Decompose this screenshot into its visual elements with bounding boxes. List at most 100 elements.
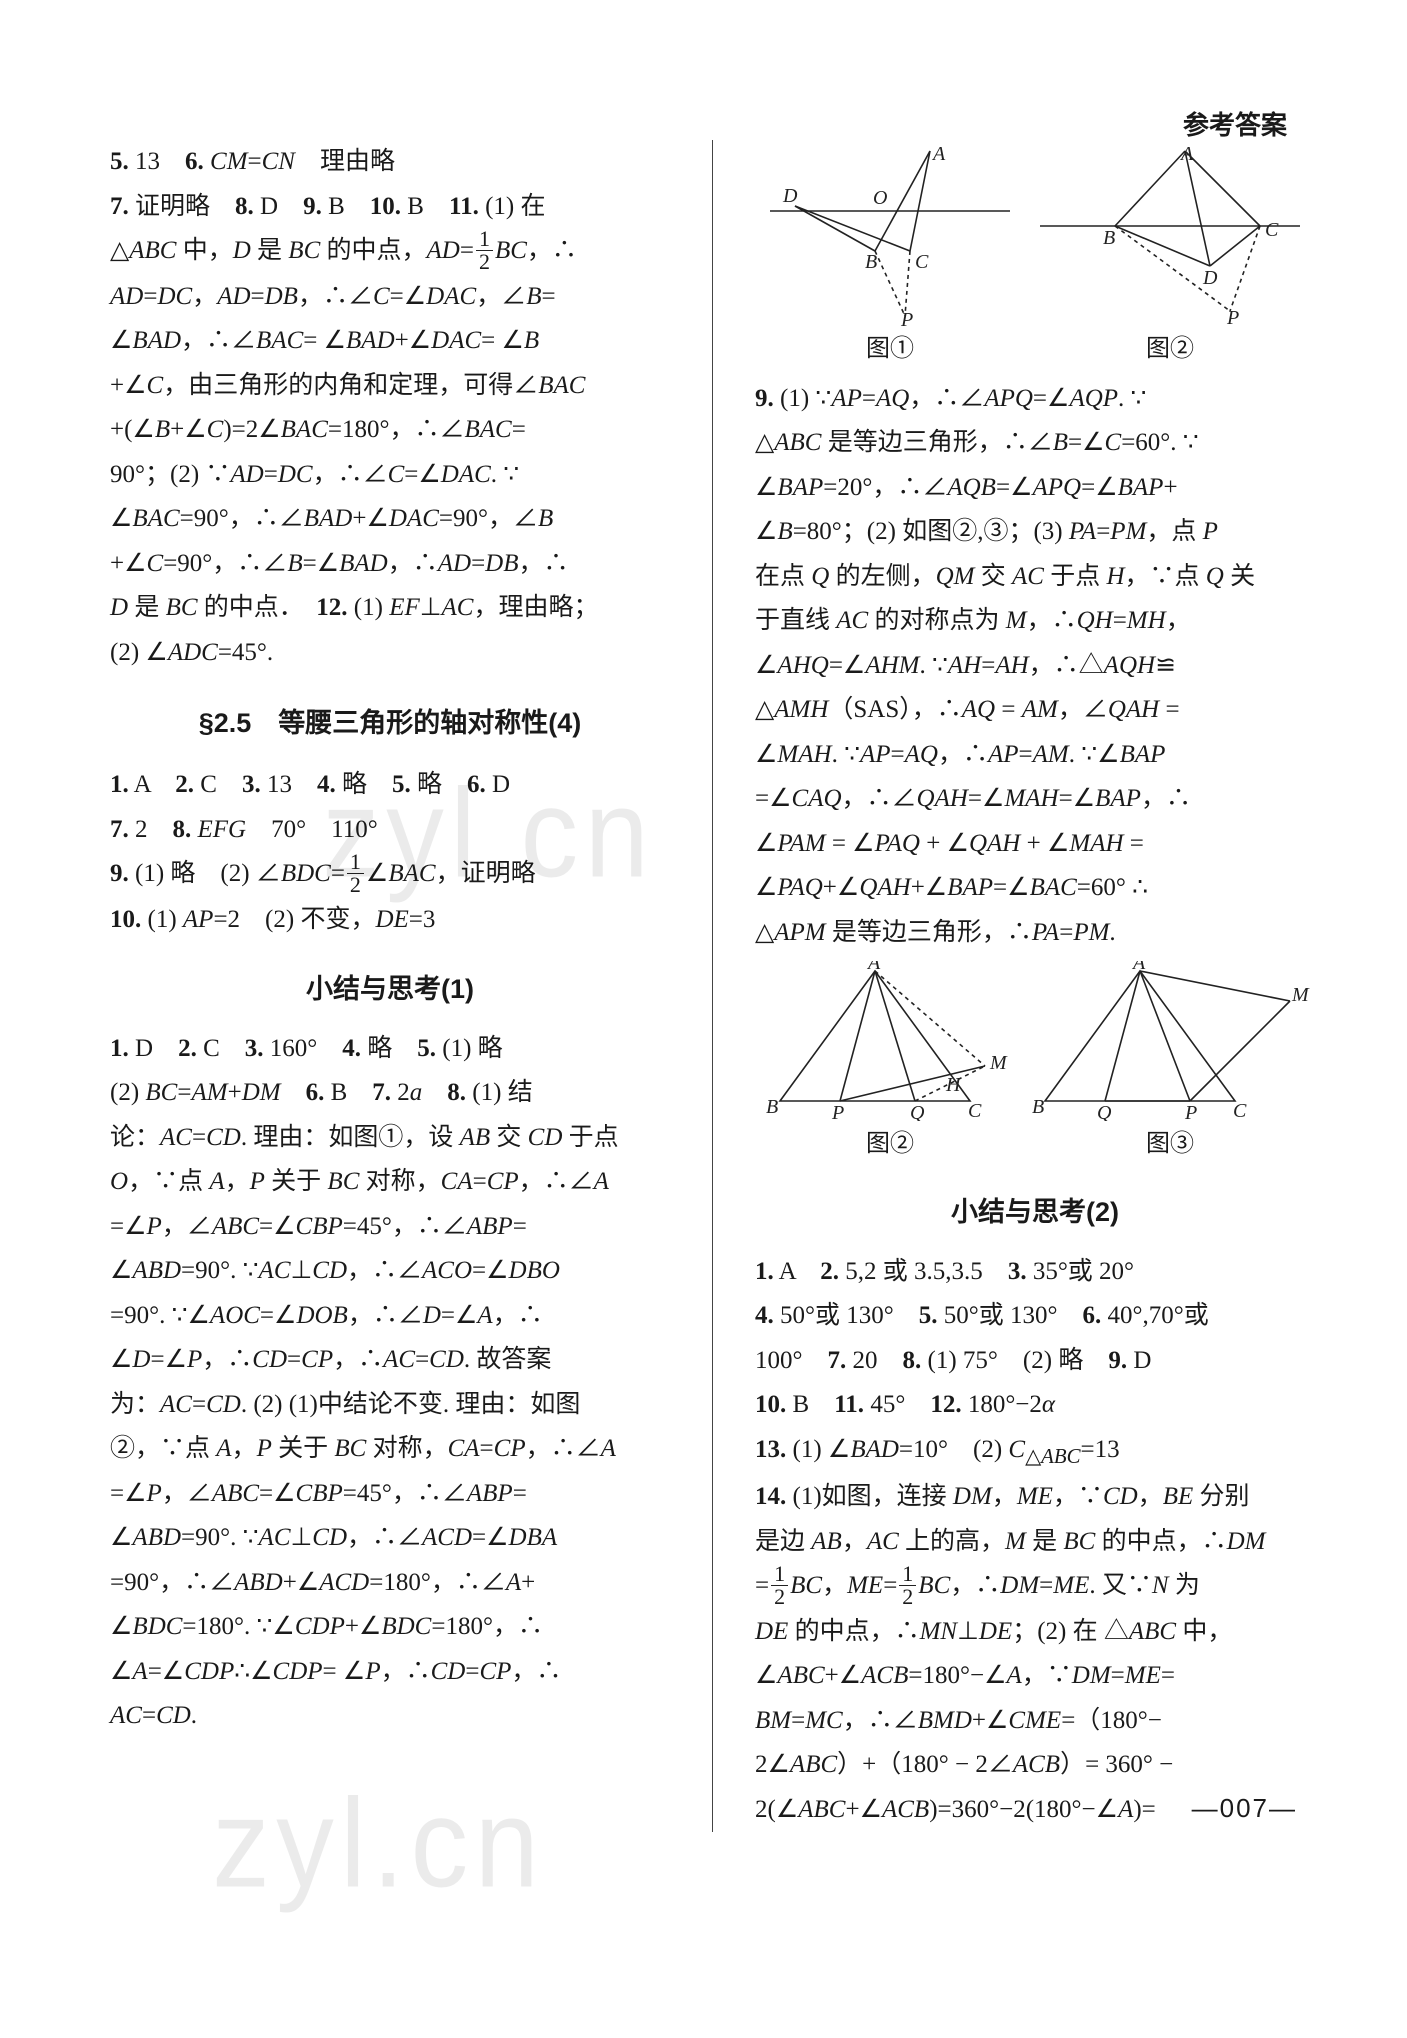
fig4-label-Q: Q (1097, 1102, 1112, 1121)
answer-line: =90°，∴∠ABD+∠ACD=180°，∴∠A+ (110, 1561, 670, 1606)
answer-line: =12BC，ME=12BC，∴DM=ME. 又∵N 为 (755, 1564, 1315, 1610)
answer-line: 在点 Q 的左侧，QM 交 AC 于点 H，∵点 Q 关 (755, 555, 1315, 600)
answer-line: ∠B=80°；(2) 如图②,③；(3) PA=PM，点 P (755, 510, 1315, 555)
figure-pair-1: A B C D O P 图① (755, 146, 1315, 371)
answer-line: 论：AC=CD. 理由：如图①，设 AB 交 CD 于点 (110, 1116, 670, 1161)
fig4-label-P: P (1184, 1102, 1197, 1121)
summary-2-answers: 1. A 2. 5,2 或 3.5,3.5 3. 35°或 20°4. 50°或… (755, 1250, 1315, 1832)
answer-line: △APM 是等边三角形，∴PA=PM. (755, 911, 1315, 956)
answer-line: =∠P，∠ABC=∠CBP=45°，∴∠ABP= (110, 1205, 670, 1250)
answer-line: O，∵点 A，P 关于 BC 对称，CA=CP，∴∠A (110, 1160, 670, 1205)
fig3-label-C: C (968, 1100, 982, 1121)
figure-3: A B C P Q M H 图② (760, 961, 1020, 1166)
answer-line: ∠BAD，∴∠BAC= ∠BAD+∠DAC= ∠B (110, 319, 670, 364)
answer-line: =90°. ∵∠AOC=∠DOB，∴∠D=∠A，∴ (110, 1294, 670, 1339)
answer-line: ∠PAQ+∠QAH+∠BAP=∠BAC=60° ∴ (755, 866, 1315, 911)
answer-line: ②，∵点 A，P 关于 BC 对称，CA=CP，∴∠A (110, 1427, 670, 1472)
fig2-label-C: C (1265, 219, 1279, 241)
answer-line: 4. 50°或 130° 5. 50°或 130° 6. 40°,70°或 (755, 1294, 1315, 1339)
answer-line: 于直线 AC 的对称点为 M，∴QH=MH， (755, 599, 1315, 644)
answer-line: 14. (1)如图，连接 DM，ME，∵CD，BE 分别 (755, 1475, 1315, 1520)
section-2-5-title: §2.5 等腰三角形的轴对称性(4) (110, 699, 670, 747)
answer-line: AD=DC，AD=DB，∴∠C=∠DAC，∠B= (110, 275, 670, 320)
fig3-label-P: P (831, 1102, 844, 1121)
answer-line: AC=CD. (110, 1694, 670, 1739)
fig4-label-C: C (1233, 1100, 1247, 1121)
figure-1-caption: 图① (765, 328, 1015, 371)
column-divider (712, 140, 713, 1832)
answer-line: 100° 7. 20 8. (1) 75° (2) 略 9. D (755, 1339, 1315, 1384)
right-column: A B C D O P 图① (755, 140, 1315, 1832)
figure-2-caption: 图② (1035, 328, 1305, 371)
answer-line: DE 的中点，∴MN⊥DE；(2) 在 △ABC 中， (755, 1610, 1315, 1655)
answer-line: △ABC 是等边三角形，∴∠B=∠C=60°. ∵ (755, 421, 1315, 466)
answer-line: (2) ∠ADC=45°. (110, 631, 670, 676)
fig1-label-O: O (873, 187, 887, 209)
answer-line: +∠C=90°，∴∠B=∠BAD，∴AD=DB，∴ (110, 542, 670, 587)
answer-line: △AMH（SAS），∴AQ = AM，∠QAH = (755, 688, 1315, 733)
fig4-label-B: B (1032, 1096, 1044, 1118)
answer-line: ∠BAC=90°，∴∠BAD+∠DAC=90°，∠B (110, 497, 670, 542)
answer-line: 1. A 2. 5,2 或 3.5,3.5 3. 35°或 20° (755, 1250, 1315, 1295)
answer-line: 是边 AB，AC 上的高，M 是 BC 的中点，∴DM (755, 1520, 1315, 1565)
answer-line: ∠BDC=180°. ∵∠CDP+∠BDC=180°，∴ (110, 1605, 670, 1650)
fig2-label-P: P (1226, 307, 1239, 326)
answer-line: ∠D=∠P，∴CD=CP，∴AC=CD. 故答案 (110, 1338, 670, 1383)
answer-line: 7. 2 8. EFG 70° 110° (110, 808, 670, 853)
section-2-5-answers: 1. A 2. C 3. 13 4. 略 5. 略 6. D7. 2 8. EF… (110, 763, 670, 942)
left-column: 5. 13 6. CM=CN 理由略7. 证明略 8. D 9. B 10. B… (110, 140, 670, 1832)
figure-pair-2: A B C P Q M H 图② (755, 961, 1315, 1166)
answer-line: ∠AHQ=∠AHM. ∵AH=AH，∴△AQH≌ (755, 644, 1315, 689)
answer-line: 9. (1) 略 (2) ∠BDC=12∠BAC，证明略 (110, 852, 670, 898)
fig1-label-D: D (782, 185, 798, 207)
fig3-label-B: B (766, 1096, 778, 1118)
two-column-layout: 5. 13 6. CM=CN 理由略7. 证明略 8. D 9. B 10. B… (110, 140, 1317, 1832)
answer-line: 13. (1) ∠BAD=10° (2) C△ABC=13 (755, 1428, 1315, 1475)
figure-4-caption: 图③ (1030, 1123, 1310, 1166)
answer-line: ∠ABD=90°. ∵AC⊥CD，∴∠ACO=∠DBO (110, 1249, 670, 1294)
answer-line: 10. B 11. 45° 12. 180°−2α (755, 1383, 1315, 1428)
figure-3-caption: 图② (760, 1123, 1020, 1166)
figure-4: A B C Q P M 图③ (1030, 961, 1310, 1166)
summary-2-title: 小结与思考(2) (755, 1188, 1315, 1236)
answer-line: 1. A 2. C 3. 13 4. 略 5. 略 6. D (110, 763, 670, 808)
page-header: 参考答案 (1183, 105, 1287, 142)
page-number: —007— (1192, 1793, 1297, 1824)
summary-1-title: 小结与思考(1) (110, 965, 670, 1013)
answer-line: 为：AC=CD. (2) (1)中结论不变. 理由：如图 (110, 1383, 670, 1428)
answer-line: +∠C，由三角形的内角和定理，可得∠BAC (110, 364, 670, 409)
answer-line: 9. (1) ∵AP=AQ，∴∠APQ=∠AQP. ∵ (755, 377, 1315, 422)
answer-line: 2∠ABC）+（180° − 2∠ACB）= 360° − (755, 1743, 1315, 1788)
fig2-label-A: A (1179, 146, 1194, 165)
answer-line: 5. 13 6. CM=CN 理由略 (110, 140, 670, 185)
fig4-label-A: A (1131, 961, 1146, 974)
answer-line: ∠PAM = ∠PAQ + ∠QAH + ∠MAH = (755, 822, 1315, 867)
summary-1-answers: 1. D 2. C 3. 160° 4. 略 5. (1) 略(2) BC=AM… (110, 1027, 670, 1739)
fig1-label-P: P (900, 309, 913, 326)
answer-line: BM=MC，∴∠BMD+∠CME=（180°− (755, 1699, 1315, 1744)
answer-line: △ABC 中，D 是 BC 的中点，AD=12BC，∴ (110, 229, 670, 275)
answer-line: +(∠B+∠C)=2∠BAC=180°，∴∠BAC= (110, 408, 670, 453)
fig1-label-B: B (865, 251, 877, 273)
pre-section-answers: 5. 13 6. CM=CN 理由略7. 证明略 8. D 9. B 10. B… (110, 140, 670, 675)
q9-answer-block: 9. (1) ∵AP=AQ，∴∠APQ=∠AQP. ∵△ABC 是等边三角形，∴… (755, 377, 1315, 956)
answer-line: ∠A=∠CDP∴∠CDP= ∠P，∴CD=CP，∴ (110, 1650, 670, 1695)
answer-line: ∠ABC+∠ACB=180°−∠A，∵DM=ME= (755, 1654, 1315, 1699)
fig4-label-M: M (1291, 984, 1310, 1006)
answer-line: =∠P，∠ABC=∠CBP=45°，∴∠ABP= (110, 1472, 670, 1517)
fig2-label-D: D (1202, 267, 1218, 289)
answer-line: =∠CAQ，∴∠QAH=∠MAH=∠BAP，∴ (755, 777, 1315, 822)
answer-line: ∠ABD=90°. ∵AC⊥CD，∴∠ACD=∠DBA (110, 1516, 670, 1561)
figure-1: A B C D O P 图① (765, 146, 1015, 371)
fig3-label-H: H (945, 1074, 962, 1096)
fig3-label-M: M (989, 1052, 1008, 1074)
figure-2: A B C D P 图② (1035, 146, 1305, 371)
fig3-label-Q: Q (910, 1102, 925, 1121)
fig2-label-B: B (1103, 227, 1115, 249)
answer-line: 10. (1) AP=2 (2) 不变，DE=3 (110, 898, 670, 943)
answer-line: 90°；(2) ∵AD=DC，∴∠C=∠DAC. ∵ (110, 453, 670, 498)
answer-line: 7. 证明略 8. D 9. B 10. B 11. (1) 在 (110, 185, 670, 230)
answer-line: (2) BC=AM+DM 6. B 7. 2a 8. (1) 结 (110, 1071, 670, 1116)
answer-line: ∠BAP=20°，∴∠AQB=∠APQ=∠BAP+ (755, 466, 1315, 511)
fig1-label-A: A (931, 146, 946, 165)
